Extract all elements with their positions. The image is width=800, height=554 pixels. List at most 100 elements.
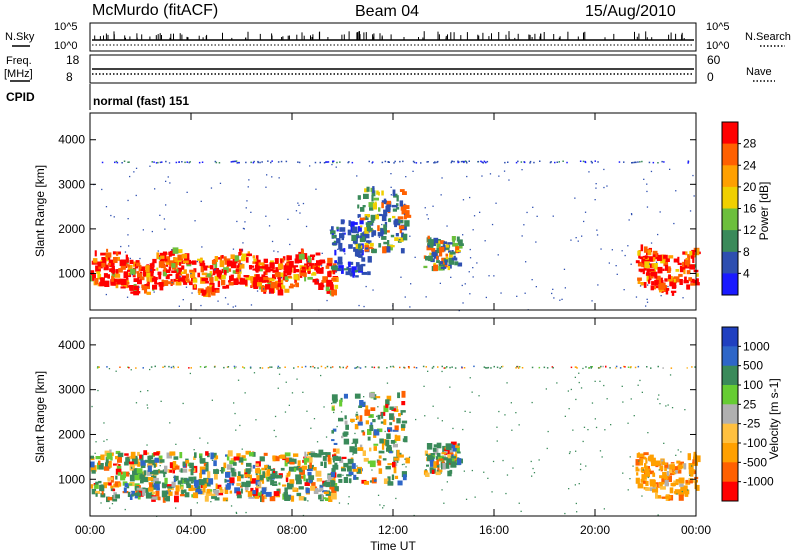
data-cell	[192, 278, 198, 283]
data-cell	[289, 479, 295, 484]
data-cell	[238, 252, 242, 256]
data-cell	[369, 392, 375, 398]
data-cell	[115, 270, 119, 275]
data-speckle	[124, 508, 126, 511]
data-cell	[350, 221, 355, 227]
data-cell	[361, 271, 368, 275]
data-cell	[174, 495, 179, 503]
data-cell	[669, 280, 674, 287]
data-cell	[154, 282, 160, 285]
data-cell	[647, 468, 651, 472]
data-cell	[345, 367, 348, 369]
data-cell	[391, 482, 394, 485]
data-cell	[228, 281, 234, 286]
colorbar-swatch	[722, 251, 738, 274]
data-speckle	[561, 298, 563, 300]
data-cell	[208, 265, 211, 268]
data-cell	[368, 202, 375, 208]
data-cell	[245, 468, 251, 474]
data-speckle	[244, 221, 246, 223]
data-speckle	[273, 250, 275, 252]
data-cell	[201, 277, 207, 282]
data-cell	[165, 262, 170, 265]
data-cell	[441, 257, 447, 262]
data-cell	[225, 284, 230, 289]
data-cell	[362, 217, 369, 220]
data-cell	[218, 257, 222, 260]
data-cell	[358, 405, 363, 408]
data-speckle	[146, 460, 149, 462]
data-cell	[319, 161, 321, 164]
data-cell	[115, 450, 121, 454]
data-cell	[436, 243, 441, 249]
colorbar-swatch	[722, 143, 738, 166]
data-cell	[184, 489, 187, 493]
data-cell	[151, 277, 157, 282]
data-cell	[200, 479, 203, 484]
y-tick-label: 4000	[58, 133, 85, 147]
data-cell	[103, 466, 110, 471]
data-speckle	[151, 496, 153, 498]
data-cell	[256, 263, 259, 269]
data-cell	[236, 265, 240, 270]
data-cell	[372, 230, 377, 236]
data-cell	[178, 262, 182, 266]
data-cell	[272, 270, 276, 273]
data-speckle	[631, 213, 633, 216]
data-speckle	[269, 292, 271, 294]
data-cell	[351, 463, 356, 469]
data-cell	[290, 458, 297, 464]
data-speckle	[439, 282, 441, 284]
data-cell	[665, 464, 672, 470]
data-cell	[692, 459, 695, 464]
data-cell	[386, 367, 388, 369]
data-cell	[285, 160, 288, 163]
data-cell	[175, 485, 180, 492]
data-cell	[179, 494, 185, 497]
data-speckle	[603, 168, 605, 171]
data-speckle	[426, 214, 428, 216]
data-cell	[332, 161, 334, 164]
data-cell	[394, 237, 399, 241]
data-cell	[181, 275, 188, 279]
data-speckle	[230, 505, 233, 507]
data-cell	[140, 460, 146, 466]
data-cell	[687, 453, 691, 461]
data-speckle	[320, 374, 322, 377]
data-cell	[159, 459, 165, 463]
data-speckle	[523, 224, 525, 226]
data-speckle	[234, 412, 236, 415]
data-cell	[405, 205, 410, 210]
data-cell	[174, 261, 178, 268]
data-cell	[275, 280, 280, 285]
data-speckle	[351, 442, 353, 444]
data-cell	[453, 160, 455, 163]
data-speckle	[414, 256, 416, 258]
data-cell	[356, 366, 359, 368]
data-cell	[670, 367, 673, 369]
data-cell	[692, 480, 698, 483]
data-cell	[234, 160, 236, 163]
data-cell	[687, 162, 689, 164]
data-cell	[127, 285, 131, 288]
data-cell	[656, 275, 661, 280]
data-cell	[323, 162, 326, 164]
data-cell	[381, 443, 385, 450]
data-cell	[364, 366, 367, 368]
data-speckle	[325, 436, 328, 438]
data-cell	[199, 262, 203, 267]
data-speckle	[472, 229, 474, 231]
data-speckle	[128, 245, 130, 247]
data-cell	[290, 495, 295, 502]
data-cell	[381, 201, 384, 209]
data-cell	[243, 367, 246, 369]
data-cell	[359, 217, 366, 221]
data-cell	[139, 474, 145, 479]
data-cell	[111, 275, 114, 282]
data-cell	[305, 478, 309, 486]
data-cell	[398, 454, 404, 458]
data-cell	[343, 268, 348, 271]
data-cell	[244, 469, 247, 476]
